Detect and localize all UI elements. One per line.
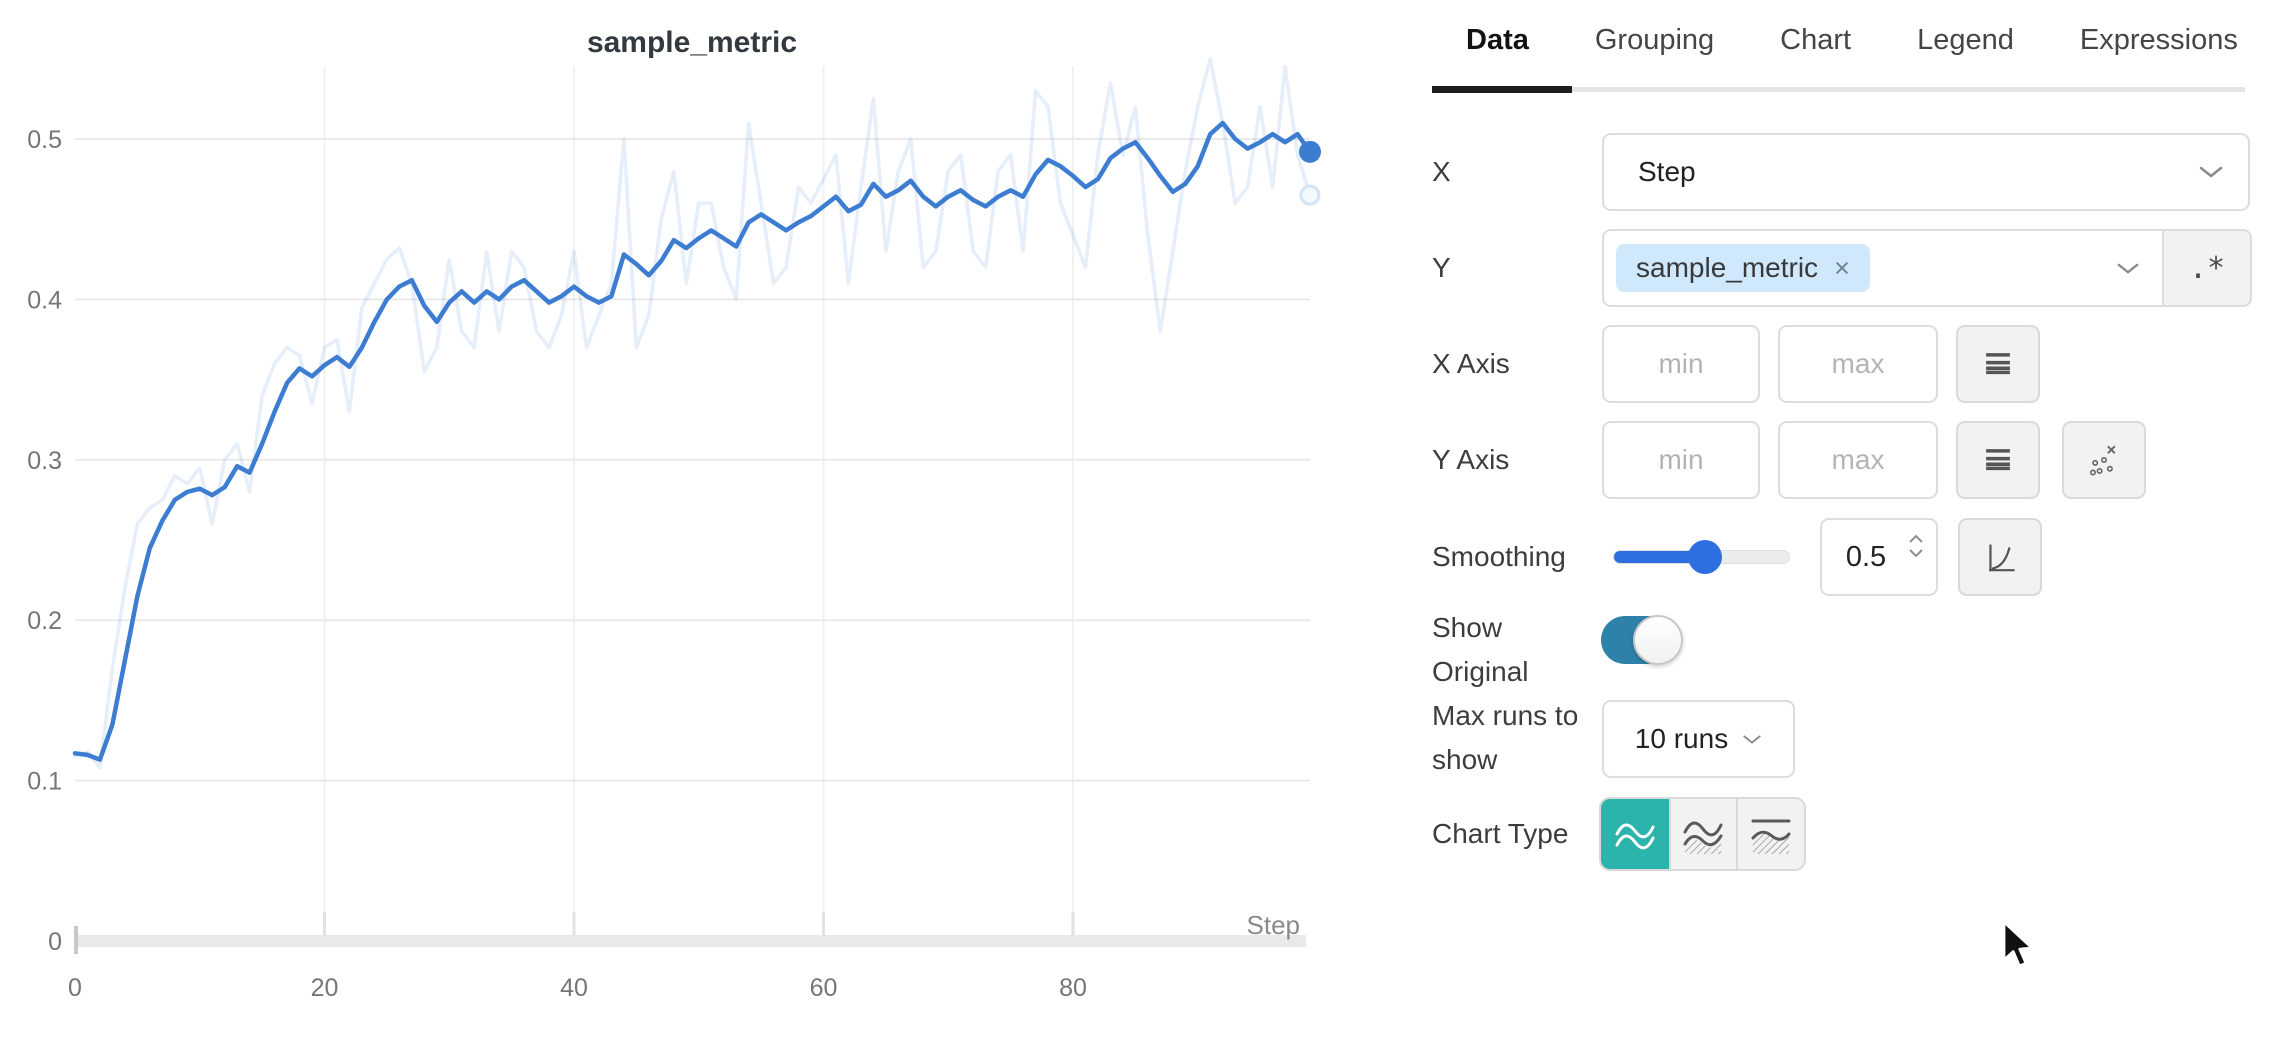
x-metric-dropdown[interactable]: Step: [1602, 133, 2250, 211]
min-max-area-icon: [1683, 821, 1723, 854]
toggle-knob: [1633, 615, 1683, 665]
std-dev-area-icon: [1751, 819, 1791, 854]
x-field-label: X: [1432, 156, 1451, 187]
regex-filter-button[interactable]: .*: [2162, 231, 2250, 305]
smoothing-stepper[interactable]: [1908, 534, 1924, 558]
chart-type-area-button[interactable]: [1668, 799, 1737, 869]
chevron-down-icon: [1743, 734, 1761, 744]
x-axis-title: Step: [1247, 910, 1301, 940]
smoothing-value: 0.5: [1845, 540, 1887, 573]
x-metric-value: Step: [1638, 156, 1696, 187]
chart-panel: 0 20 40 60 80 0 0.1 0.2 0.3 0.4 0.5 sample_metric …: [0, 0, 1432, 1040]
tick-labels: 0 20 40 60 80 0 0.1 0.2 0.3 0.4 0.5: [27, 126, 1087, 1002]
x-tick-label: 40: [560, 974, 588, 1002]
chart-type-stddev-button[interactable]: [1736, 799, 1804, 869]
tab-data[interactable]: Data: [1466, 24, 1529, 56]
tab-bar: Data Grouping Chart Legend Expressions: [1432, 24, 2238, 57]
smoothing-slider-thumb[interactable]: [1688, 540, 1722, 574]
tab-legend[interactable]: Legend: [1917, 24, 2014, 56]
y-tick-label: 0.3: [27, 447, 62, 475]
x-axis-log-scale-button[interactable]: [1956, 325, 2040, 403]
line-plot-icon: [1615, 823, 1655, 850]
smoothing-value-input[interactable]: 0.5: [1820, 518, 1938, 596]
smoothing-label: Smoothing: [1432, 541, 1566, 572]
log-scale-icon: [1986, 353, 2010, 375]
original-series-line[interactable]: [73, 57, 1312, 770]
chart-type-label: Chart Type: [1432, 818, 1569, 849]
smoothing-curve-icon: [1989, 544, 2015, 572]
y-field-label: Y: [1432, 252, 1451, 283]
chevron-down-icon: [2117, 263, 2139, 274]
x-axis-max-input[interactable]: [1778, 325, 1938, 403]
y-tick-label: 0: [48, 928, 62, 956]
y-axis-log-scale-button[interactable]: [1956, 421, 2040, 499]
remove-metric-icon[interactable]: ×: [1834, 252, 1850, 283]
ignore-outliers-button[interactable]: [2062, 421, 2146, 499]
y-axis-max-input[interactable]: [1778, 421, 1938, 499]
tab-underline-track: [1432, 87, 2245, 92]
y-tick-label: 0.2: [27, 607, 62, 635]
log-scale-icon: [1986, 449, 2010, 471]
max-runs-dropdown[interactable]: 10 runs: [1602, 700, 1795, 778]
y-tick-label: 0.5: [27, 126, 62, 154]
y-axis-label: Y Axis: [1432, 444, 1510, 475]
original-end-point: [1299, 184, 1321, 206]
y-tick-label: 0.4: [27, 286, 62, 314]
y-tick-label: 0.1: [27, 768, 62, 796]
show-original-toggle[interactable]: [1601, 615, 1683, 665]
tab-chart[interactable]: Chart: [1780, 24, 1852, 56]
y-metric-tag-label: sample_metric: [1636, 252, 1819, 283]
horizontal-gridlines: [75, 138, 1310, 782]
y-metric-select[interactable]: sample_metric × .*: [1602, 229, 2252, 307]
chart-type-line-button[interactable]: [1601, 799, 1669, 869]
chart-title: sample_metric: [587, 26, 797, 59]
smoothing-slider-fill: [1614, 551, 1706, 563]
show-original-label: Show Original: [1432, 612, 1529, 687]
axis-ticks: [74, 912, 1075, 954]
y-axis-min-input[interactable]: [1602, 421, 1760, 499]
active-tab-indicator: [1432, 86, 1572, 93]
smoothing-slider[interactable]: [1613, 540, 1790, 574]
ignore-outliers-icon: [2089, 445, 2116, 476]
smoothing-type-button[interactable]: [1958, 518, 2042, 596]
vertical-gridlines: [323, 66, 1074, 935]
chevron-down-icon: [2199, 166, 2223, 178]
max-runs-label: Max runs to show: [1432, 700, 1579, 775]
x-tick-label: 80: [1059, 974, 1087, 1002]
x-tick-label: 0: [68, 974, 82, 1002]
x-axis-line: [76, 935, 1306, 947]
x-axis-label: X Axis: [1432, 348, 1510, 379]
smoothed-end-point: [1299, 140, 1321, 163]
x-tick-label: 20: [311, 974, 339, 1002]
chevron-down-icon[interactable]: [1908, 548, 1924, 558]
tab-expressions[interactable]: Expressions: [2079, 24, 2238, 56]
max-runs-value: 10 runs: [1634, 723, 1729, 754]
x-tick-label: 60: [810, 974, 838, 1002]
chevron-up-icon[interactable]: [1908, 534, 1924, 544]
y-metric-tag[interactable]: sample_metric ×: [1616, 244, 1870, 292]
smoothed-series-line[interactable]: [72, 120, 1313, 762]
chart-settings-panel: Data Grouping Chart Legend Expressions X…: [1432, 0, 2272, 1040]
tab-grouping[interactable]: Grouping: [1594, 24, 1715, 56]
x-axis-min-input[interactable]: [1602, 325, 1760, 403]
chart-type-group: [1599, 797, 1806, 871]
